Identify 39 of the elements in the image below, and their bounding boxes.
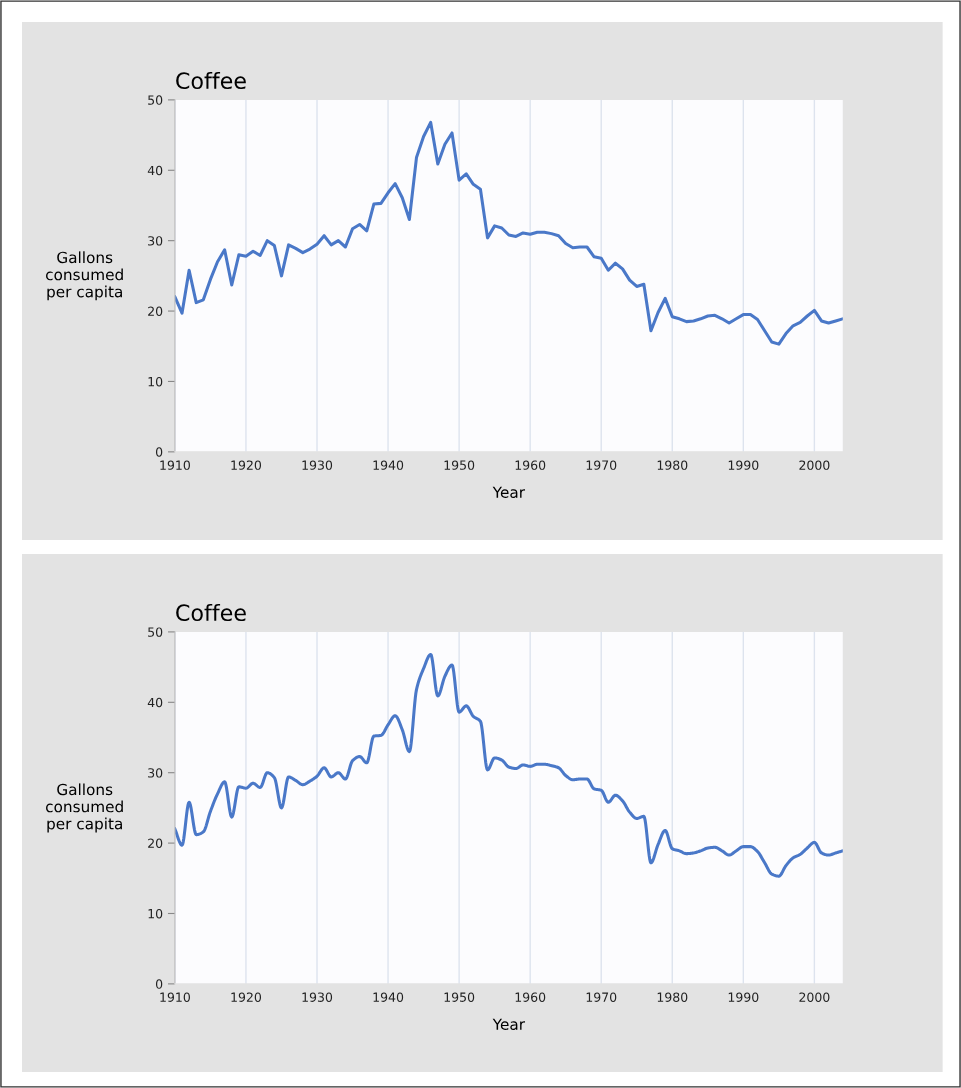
x-axis-title: Year (492, 1018, 526, 1031)
y-tick-label: 50 (148, 627, 163, 637)
y-tick-label: 10 (148, 908, 163, 919)
y-tick-label: 40 (147, 165, 163, 176)
y-tick-label: 50 (148, 95, 163, 105)
x-tick-label: 1970 (586, 992, 617, 1002)
x-tick-label: 1910 (160, 460, 190, 470)
chart-title: Coffee (176, 603, 246, 622)
x-tick-label: 1930 (302, 992, 333, 1002)
x-tick-label: 1970 (586, 460, 617, 470)
y-tick-label: 20 (148, 306, 163, 316)
x-tick-label: 1920 (231, 992, 262, 1002)
y-tick-label: 40 (147, 697, 163, 708)
x-tick-label: 2000 (799, 992, 830, 1002)
x-tick-label: 2000 (799, 460, 830, 470)
x-tick-label: 1930 (302, 460, 333, 470)
x-tick-label: 1940 (373, 460, 404, 470)
x-tick-label: 1980 (657, 460, 688, 470)
y-tick-label: 0 (155, 447, 163, 457)
x-tick-label: 1960 (515, 460, 546, 470)
x-tick-label: 1910 (160, 992, 190, 1002)
x-tick-label: 1950 (444, 992, 475, 1002)
x-tick-label: 1920 (231, 460, 262, 470)
y-tick-label: 0 (155, 979, 163, 989)
y-tick-label: 10 (148, 376, 163, 387)
line-series (174, 120, 843, 346)
y-tick-label: 20 (148, 838, 163, 849)
x-tick-label: 1980 (657, 992, 688, 1002)
y-axis-title: Gallons consumed per capita (46, 783, 123, 833)
x-axis-title: Year (492, 486, 526, 498)
y-axis-title: Gallons consumed per capita (46, 251, 123, 301)
chart-title: Coffee (176, 71, 246, 90)
x-tick-label: 1990 (728, 460, 759, 470)
y-tick-label: 30 (148, 236, 163, 246)
x-tick-label: 1960 (515, 992, 546, 1002)
x-tick-label: 1990 (728, 992, 759, 1002)
x-tick-label: 1940 (373, 992, 404, 1002)
y-tick-label: 30 (148, 768, 163, 778)
x-tick-label: 1950 (444, 460, 475, 470)
